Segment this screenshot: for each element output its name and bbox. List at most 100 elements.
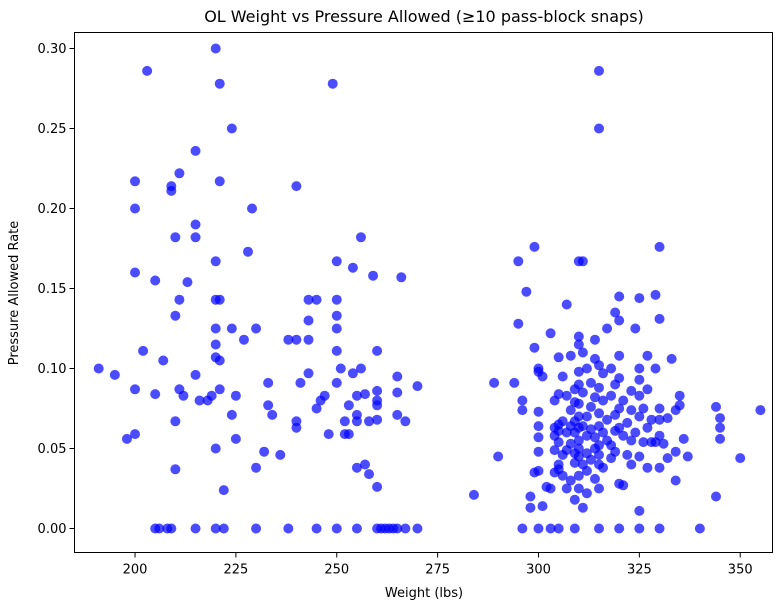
data-point	[646, 414, 657, 425]
data-point	[642, 462, 653, 473]
data-point	[529, 241, 540, 252]
data-point	[626, 385, 637, 396]
data-point	[577, 256, 588, 267]
data-point	[343, 400, 354, 411]
data-point	[343, 429, 354, 440]
data-point	[372, 345, 383, 356]
data-point	[392, 523, 403, 534]
data-point	[602, 323, 613, 334]
data-point	[662, 413, 673, 424]
data-point	[291, 334, 302, 345]
data-point	[614, 373, 625, 384]
data-point	[339, 416, 350, 427]
data-point	[565, 405, 576, 416]
data-point	[642, 350, 653, 361]
data-point	[634, 451, 645, 462]
data-point	[170, 232, 181, 243]
data-point	[614, 422, 625, 433]
data-point	[291, 416, 302, 427]
data-point	[154, 523, 165, 534]
data-point	[190, 219, 201, 230]
data-point	[166, 181, 177, 192]
data-point	[666, 353, 677, 364]
data-point	[331, 377, 342, 388]
data-point	[577, 421, 588, 432]
data-point	[335, 363, 346, 374]
data-point	[755, 405, 766, 416]
data-point	[331, 345, 342, 356]
data-point	[561, 390, 572, 401]
data-point	[267, 409, 278, 420]
data-point	[247, 203, 258, 214]
data-point	[263, 377, 274, 388]
data-point	[400, 523, 411, 534]
data-point	[577, 502, 588, 513]
data-point	[654, 430, 665, 441]
data-point	[614, 291, 625, 302]
data-point	[577, 387, 588, 398]
data-point	[303, 334, 314, 345]
data-point	[259, 446, 270, 457]
data-point	[573, 398, 584, 409]
data-point	[606, 390, 617, 401]
data-point	[412, 523, 423, 534]
data-point	[573, 411, 584, 422]
data-point	[210, 339, 221, 350]
data-point	[412, 381, 423, 392]
data-point	[392, 387, 403, 398]
data-point	[622, 449, 633, 460]
data-point	[194, 395, 205, 406]
data-point	[573, 379, 584, 390]
data-point	[521, 286, 532, 297]
data-point	[715, 413, 726, 424]
data-point	[170, 464, 181, 475]
data-point	[654, 241, 665, 252]
data-point	[251, 462, 262, 473]
data-point	[311, 294, 322, 305]
data-point	[602, 414, 613, 425]
data-point	[517, 395, 528, 406]
data-point	[634, 390, 645, 401]
data-point	[109, 369, 120, 380]
data-point	[553, 352, 564, 363]
data-point	[359, 459, 370, 470]
data-point	[594, 360, 605, 371]
data-point	[533, 465, 544, 476]
data-point	[210, 43, 221, 54]
data-point	[130, 384, 141, 395]
y-tick-label: 0.25	[38, 122, 67, 137]
data-point	[553, 425, 564, 436]
data-point	[121, 433, 132, 444]
data-point	[557, 371, 568, 382]
data-point	[517, 405, 528, 416]
data-point	[634, 374, 645, 385]
x-ticks: 200 225 250 275 300 325 350	[123, 552, 753, 578]
data-point	[569, 494, 580, 505]
data-point	[283, 334, 294, 345]
data-point	[618, 395, 629, 406]
data-point	[509, 377, 520, 388]
data-point	[537, 371, 548, 382]
data-point	[331, 523, 342, 534]
data-point	[565, 350, 576, 361]
x-axis-label: Weight (lbs)	[385, 586, 463, 601]
data-point	[654, 462, 665, 473]
data-point	[569, 523, 580, 534]
plot-frame	[74, 32, 773, 553]
data-point	[130, 203, 141, 214]
data-point	[557, 470, 568, 481]
data-point	[654, 313, 665, 324]
data-point	[715, 433, 726, 444]
data-point	[594, 449, 605, 460]
data-point	[626, 405, 637, 416]
x-tick-label: 300	[526, 563, 551, 578]
data-point	[251, 523, 262, 534]
data-point	[589, 473, 600, 484]
data-point	[577, 347, 588, 358]
data-point	[594, 408, 605, 419]
data-point	[650, 289, 661, 300]
data-point	[634, 523, 645, 534]
x-tick-label: 225	[223, 563, 248, 578]
data-point	[214, 384, 225, 395]
data-point	[392, 371, 403, 382]
